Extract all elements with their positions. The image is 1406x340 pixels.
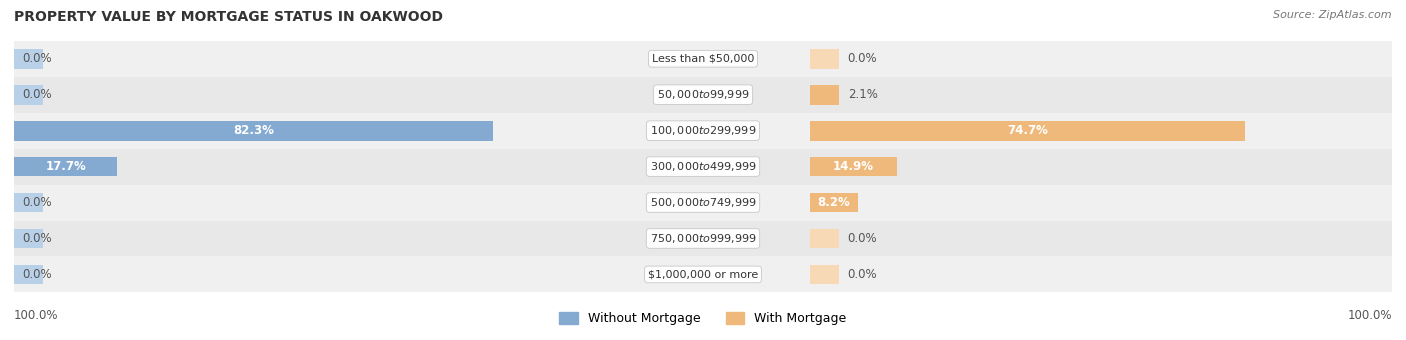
Bar	[0, 149, 887, 185]
Bar	[14, 265, 44, 284]
Text: Source: ZipAtlas.com: Source: ZipAtlas.com	[1274, 10, 1392, 20]
Bar	[519, 256, 1406, 292]
Bar	[810, 228, 839, 248]
Bar	[810, 121, 1244, 140]
Bar	[810, 49, 839, 69]
Text: 0.0%: 0.0%	[22, 232, 52, 245]
Text: $50,000 to $99,999: $50,000 to $99,999	[657, 88, 749, 101]
Bar	[519, 41, 1406, 77]
Text: $100,000 to $299,999: $100,000 to $299,999	[650, 124, 756, 137]
Bar	[0, 221, 1406, 256]
Text: 17.7%: 17.7%	[45, 160, 86, 173]
Bar	[0, 185, 887, 221]
Bar	[14, 49, 44, 69]
Bar	[519, 149, 1406, 185]
Bar	[0, 113, 1406, 149]
Text: 14.9%: 14.9%	[832, 160, 873, 173]
Text: PROPERTY VALUE BY MORTGAGE STATUS IN OAKWOOD: PROPERTY VALUE BY MORTGAGE STATUS IN OAK…	[14, 10, 443, 24]
Bar	[14, 157, 117, 176]
Bar	[519, 221, 1406, 256]
Bar	[0, 256, 887, 292]
Bar	[0, 185, 1406, 221]
Text: $750,000 to $999,999: $750,000 to $999,999	[650, 232, 756, 245]
Bar	[519, 113, 1406, 149]
Bar	[0, 149, 1406, 185]
Bar	[14, 85, 44, 105]
Bar	[519, 77, 1406, 113]
Text: 74.7%: 74.7%	[1007, 124, 1047, 137]
Bar	[0, 113, 887, 149]
Text: 100.0%: 100.0%	[14, 309, 59, 322]
Legend: Without Mortgage, With Mortgage: Without Mortgage, With Mortgage	[554, 307, 852, 330]
Text: 100.0%: 100.0%	[1347, 309, 1392, 322]
Bar	[14, 121, 494, 140]
Text: 0.0%: 0.0%	[22, 52, 52, 65]
Bar	[810, 193, 858, 212]
Text: 0.0%: 0.0%	[22, 196, 52, 209]
Text: 82.3%: 82.3%	[233, 124, 274, 137]
Bar	[810, 85, 839, 105]
Text: $500,000 to $749,999: $500,000 to $749,999	[650, 196, 756, 209]
Text: Less than $50,000: Less than $50,000	[652, 54, 754, 64]
Bar	[14, 228, 44, 248]
Bar	[810, 157, 897, 176]
Bar	[0, 41, 887, 77]
Text: 0.0%: 0.0%	[22, 268, 52, 281]
Bar	[0, 77, 887, 113]
Text: $300,000 to $499,999: $300,000 to $499,999	[650, 160, 756, 173]
Bar	[810, 265, 839, 284]
Bar	[0, 77, 1406, 113]
Bar	[519, 185, 1406, 221]
Text: 0.0%: 0.0%	[22, 88, 52, 101]
Bar	[14, 193, 44, 212]
Bar	[0, 41, 1406, 77]
Bar	[0, 256, 1406, 292]
Text: 0.0%: 0.0%	[848, 268, 877, 281]
Text: 0.0%: 0.0%	[848, 232, 877, 245]
Text: $1,000,000 or more: $1,000,000 or more	[648, 269, 758, 279]
Text: 8.2%: 8.2%	[817, 196, 851, 209]
Bar	[0, 221, 887, 256]
Text: 2.1%: 2.1%	[848, 88, 877, 101]
Text: 0.0%: 0.0%	[848, 52, 877, 65]
